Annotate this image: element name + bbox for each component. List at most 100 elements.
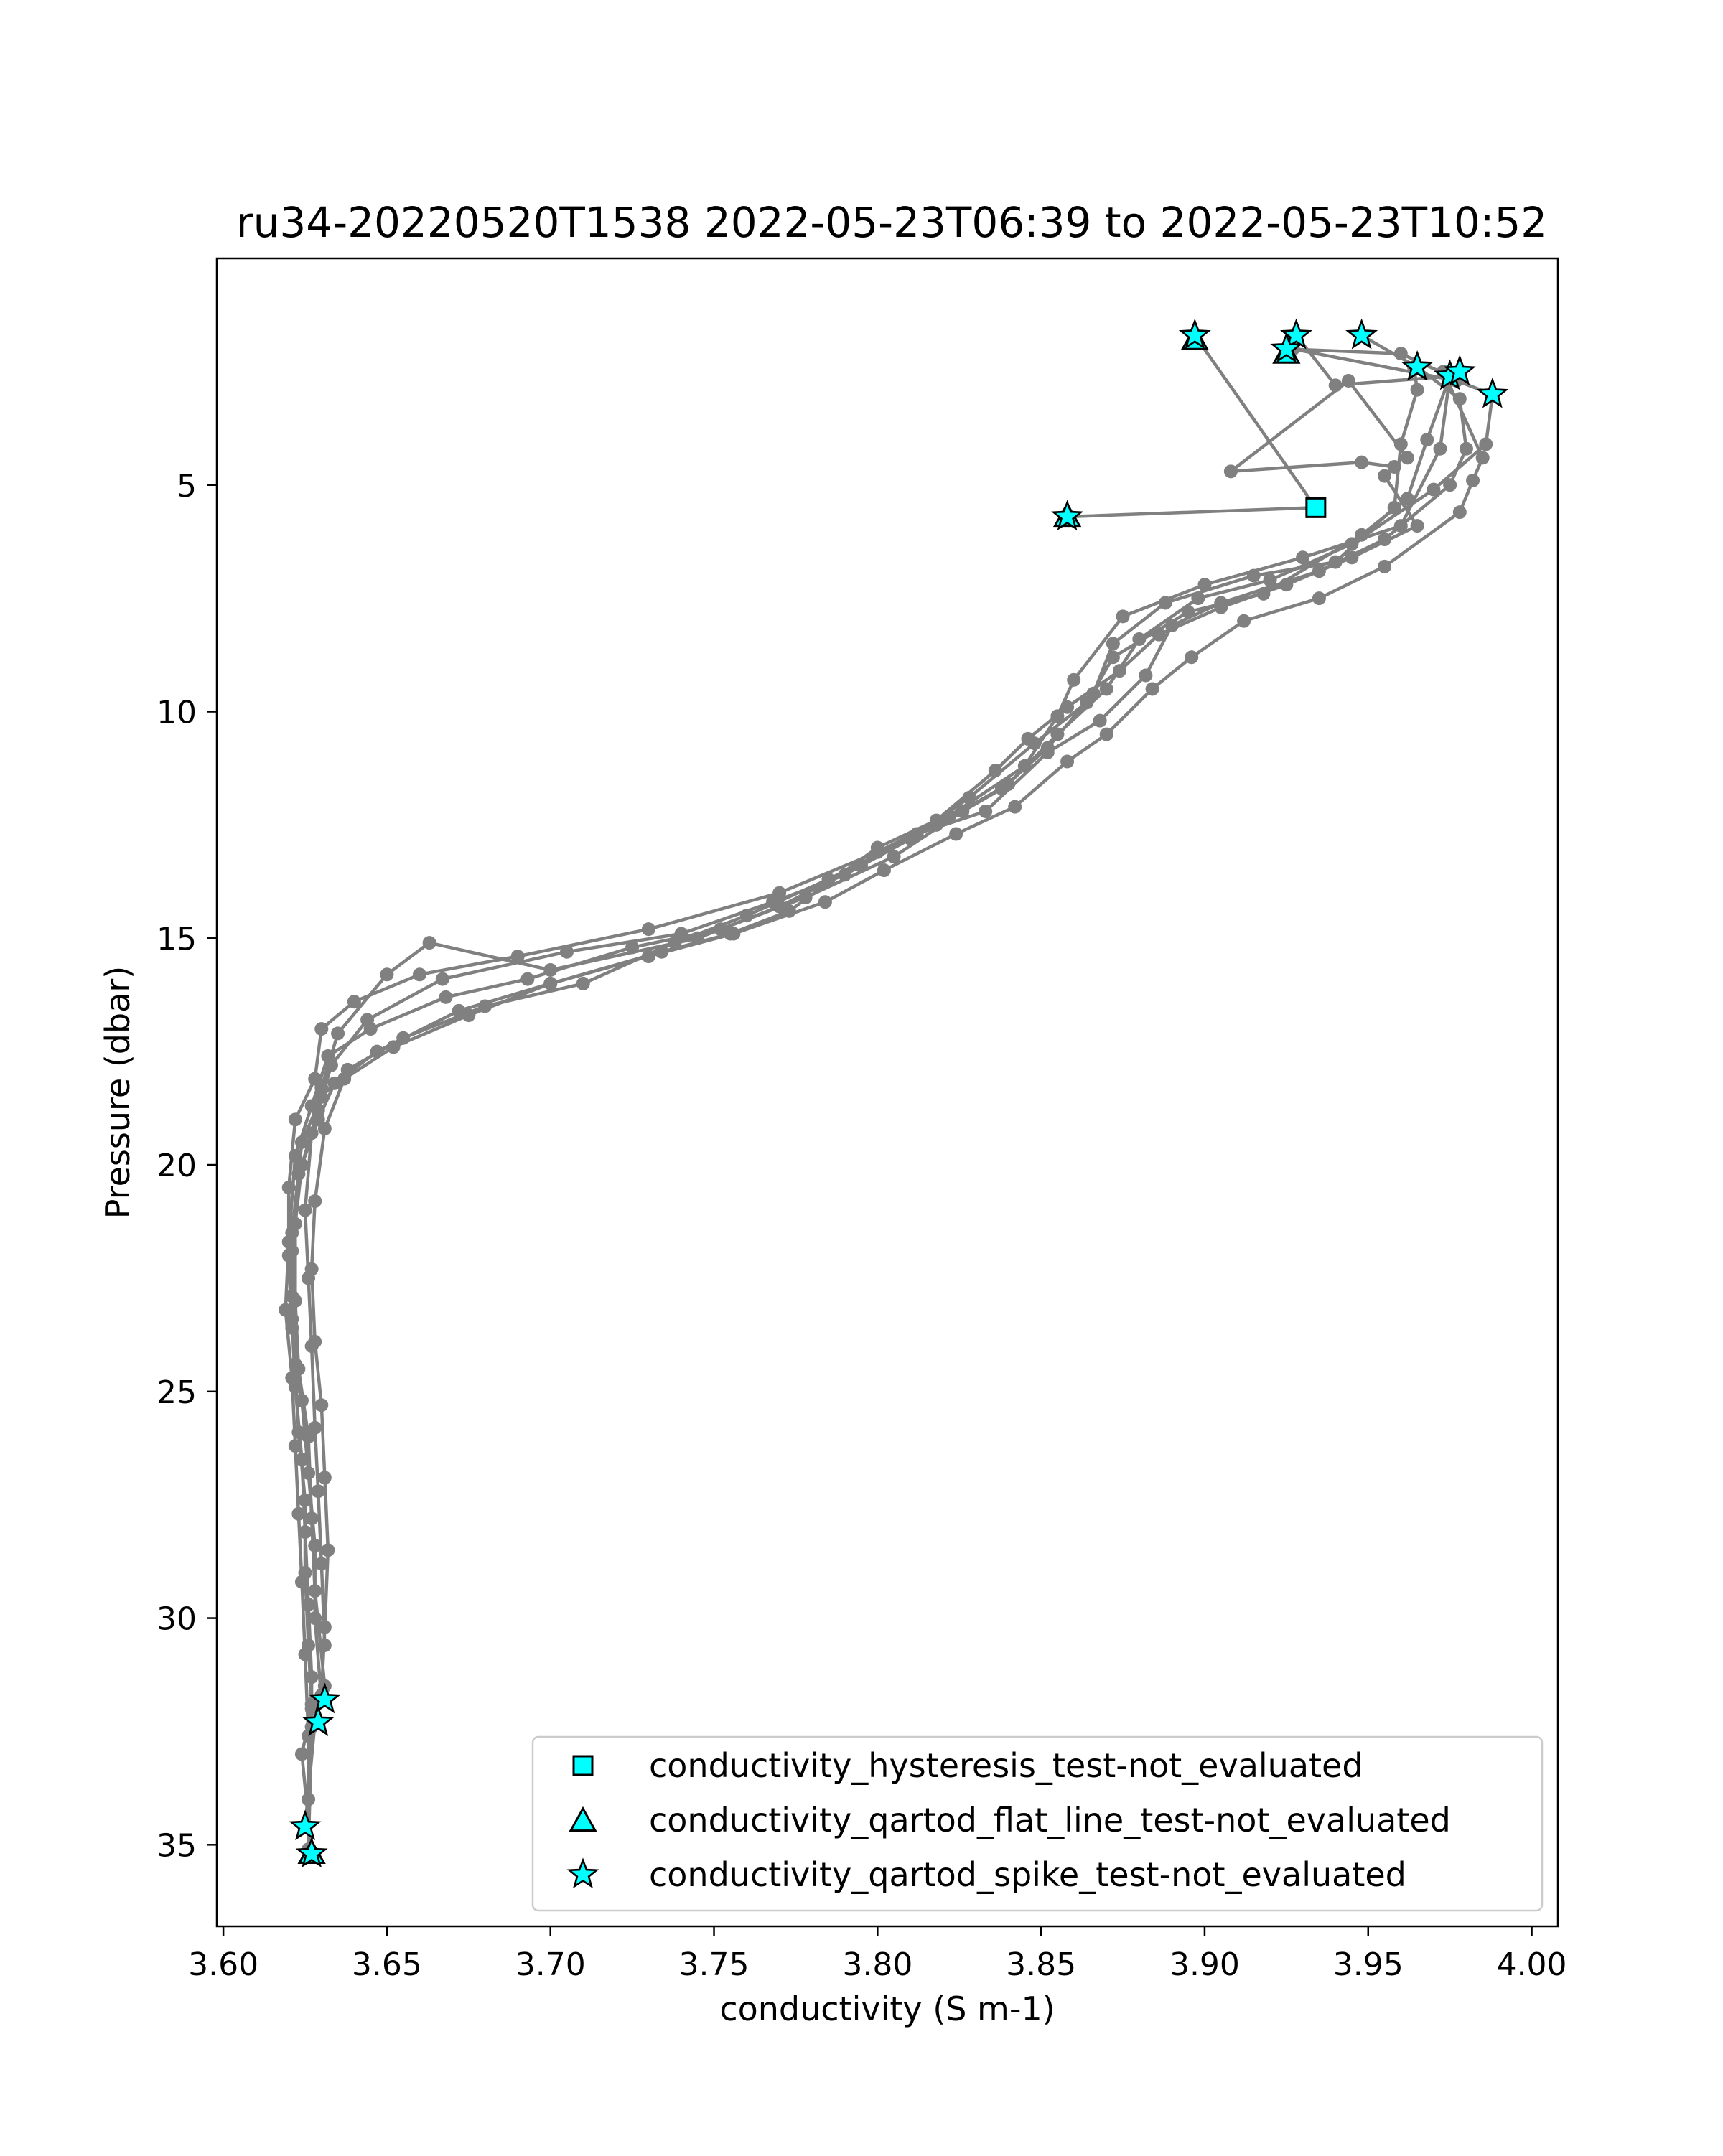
data-point <box>412 967 426 982</box>
x-tick-label: 3.85 <box>1006 1946 1076 1983</box>
data-point <box>1378 533 1392 547</box>
legend-triangle-marker <box>569 1806 597 1832</box>
x-tick-label: 3.95 <box>1333 1946 1404 1983</box>
data-point <box>294 1453 309 1467</box>
data-point <box>285 1289 299 1303</box>
hysteresis-marker <box>1305 497 1327 518</box>
data-point <box>1197 578 1212 592</box>
x-tick-label: 3.90 <box>1169 1946 1240 1983</box>
data-point <box>1093 713 1107 728</box>
data-point <box>452 1003 466 1018</box>
y-tick-label: 30 <box>157 1601 197 1638</box>
data-point <box>298 1203 312 1217</box>
data-point <box>308 1420 322 1435</box>
data-point <box>1139 668 1153 683</box>
y-tick-label: 25 <box>157 1374 197 1411</box>
spike-marker <box>1270 332 1303 363</box>
data-point <box>870 840 884 855</box>
data-point <box>655 945 669 959</box>
data-point <box>887 850 901 864</box>
data-point <box>1452 505 1467 520</box>
data-point <box>291 1506 306 1521</box>
data-point <box>298 1647 312 1661</box>
plot-frame <box>215 257 1559 1928</box>
x-tick-label: 3.60 <box>188 1946 258 1983</box>
data-point <box>317 1620 332 1634</box>
data-point <box>1452 392 1467 406</box>
data-point <box>543 962 558 977</box>
data-point <box>304 1126 319 1140</box>
x-tick-label: 3.75 <box>679 1946 750 1983</box>
data-point <box>1443 478 1457 492</box>
spike-marker <box>1443 355 1476 386</box>
spike-marker <box>1401 350 1434 381</box>
data-point <box>1393 347 1408 361</box>
data-point <box>1181 605 1195 619</box>
data-point <box>1237 614 1251 628</box>
data-point <box>1021 731 1035 746</box>
data-point <box>1185 650 1199 665</box>
data-point <box>818 895 832 909</box>
data-point <box>380 967 394 982</box>
data-point <box>821 872 836 886</box>
data-point <box>1060 754 1075 769</box>
x-tick-label: 3.70 <box>515 1946 586 1983</box>
data-point <box>1152 627 1166 642</box>
spike-marker <box>1345 318 1378 350</box>
data-point <box>1099 727 1113 741</box>
data-point <box>543 976 558 990</box>
data-point <box>1420 433 1434 447</box>
data-point <box>396 1031 411 1045</box>
data-point <box>1479 437 1493 451</box>
data-point <box>314 1022 329 1036</box>
data-point <box>317 1471 332 1485</box>
spike-marker <box>308 1682 341 1714</box>
y-tick-label: 15 <box>157 921 197 957</box>
data-point <box>308 1194 322 1209</box>
data-point <box>1387 500 1401 515</box>
x-tick-label: 4.00 <box>1497 1946 1567 1983</box>
spike-marker <box>295 1837 328 1868</box>
data-point <box>962 791 976 805</box>
series-line <box>284 367 1419 1800</box>
data-point <box>949 827 963 841</box>
data-point <box>302 1598 316 1612</box>
data-point <box>288 1439 302 1453</box>
data-point <box>1400 492 1414 506</box>
data-point <box>1355 455 1369 469</box>
data-point <box>854 858 869 873</box>
spike-marker <box>1178 318 1211 350</box>
data-point <box>1060 700 1075 714</box>
data-point <box>363 1022 378 1036</box>
data-point <box>1427 482 1441 497</box>
data-point <box>979 804 993 818</box>
data-point <box>739 909 754 923</box>
spike-marker <box>1051 500 1084 531</box>
data-point <box>782 904 796 918</box>
data-point <box>288 1379 302 1394</box>
data-point <box>625 940 640 955</box>
plot-dots <box>279 328 1500 1861</box>
data-point <box>281 1181 296 1195</box>
data-point <box>1459 441 1473 456</box>
data-point <box>929 813 943 828</box>
data-point <box>294 1393 309 1407</box>
series-line <box>294 334 1468 1855</box>
data-point <box>1223 464 1238 479</box>
legend-entry-label: conductivity_qartod_spike_test-not_evalu… <box>649 1855 1406 1894</box>
plot-lines <box>284 334 1495 1855</box>
data-point <box>347 995 361 1009</box>
data-point <box>435 972 449 986</box>
data-point <box>943 809 957 823</box>
legend-box <box>531 1735 1544 1912</box>
data-point <box>1387 460 1401 474</box>
data-point <box>520 972 535 986</box>
data-point <box>314 1089 329 1104</box>
data-point <box>641 950 655 964</box>
data-point <box>641 922 655 937</box>
data-point <box>1112 664 1126 678</box>
data-point <box>1256 586 1271 601</box>
y-axis-label: Pressure (dbar) <box>98 966 137 1219</box>
